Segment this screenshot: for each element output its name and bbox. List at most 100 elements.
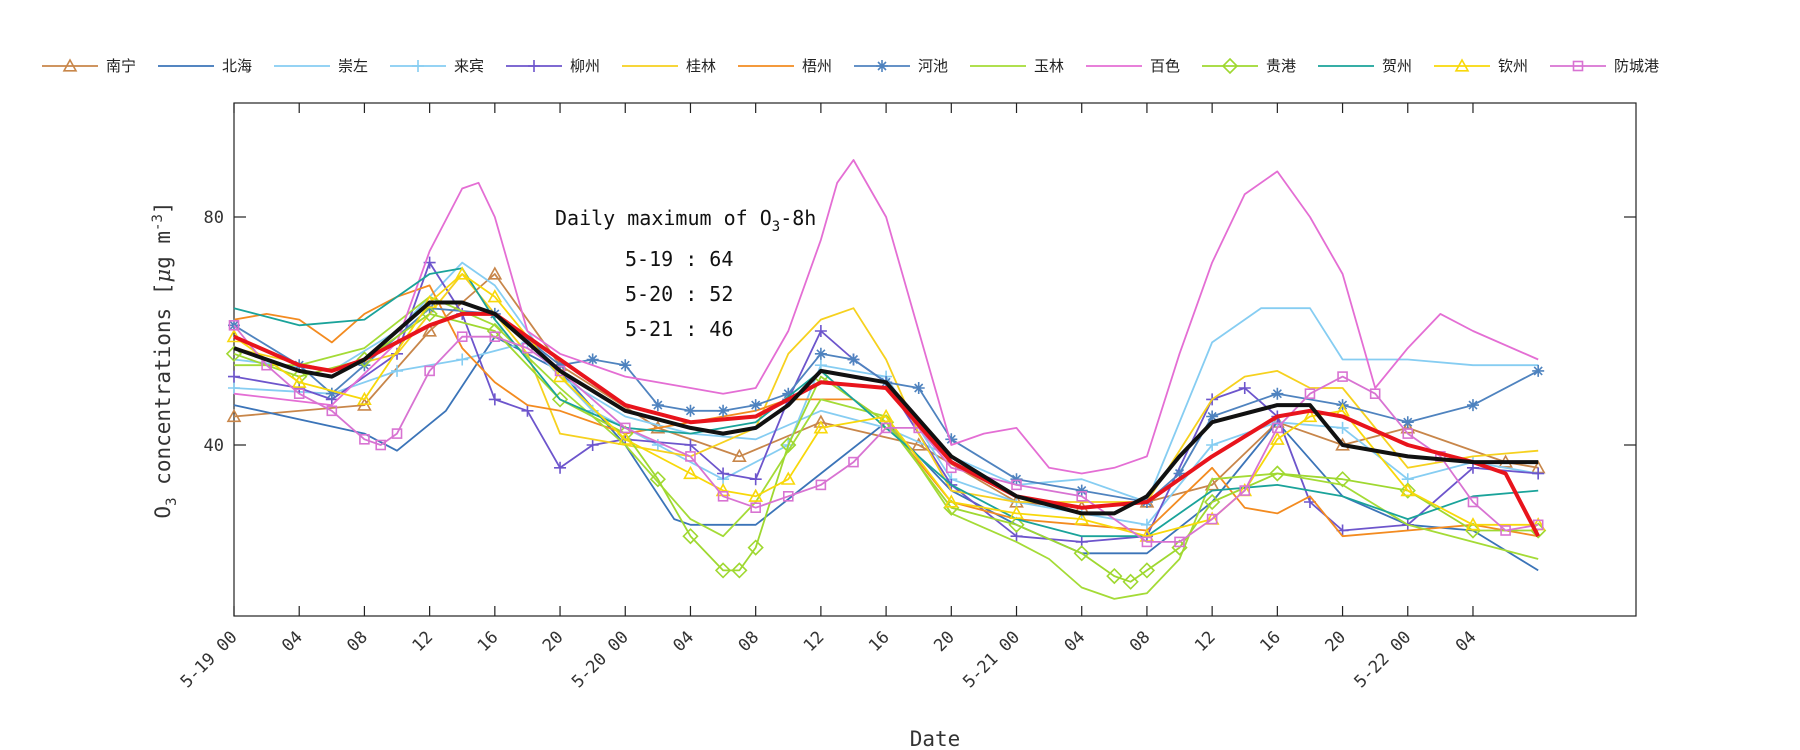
data-point — [1271, 387, 1284, 400]
data-point — [814, 347, 827, 360]
legend-marker — [1221, 57, 1239, 75]
legend-item: 北海 — [158, 57, 252, 75]
series-line — [234, 295, 1539, 600]
data-point — [651, 399, 664, 412]
legend-label: 梧州 — [802, 57, 832, 75]
data-point — [649, 471, 666, 488]
x-tick-label: 12 — [1191, 627, 1220, 656]
data-point — [943, 494, 959, 508]
data-point — [1173, 467, 1186, 480]
data-point — [489, 331, 501, 343]
data-point — [375, 439, 387, 451]
data-point — [750, 502, 761, 514]
legend-item: 梧州 — [738, 57, 832, 75]
series-line — [233, 267, 1539, 538]
data-point — [731, 562, 748, 579]
data-point — [326, 405, 338, 417]
legend-label: 防城港 — [1614, 57, 1659, 75]
data-point — [521, 404, 534, 417]
legend-marker — [62, 58, 78, 72]
data-point — [1075, 484, 1088, 497]
data-point — [717, 467, 730, 480]
daily-max-annotation: Daily maximum of O3-8h 5-19 : 64 5-20 : … — [555, 206, 816, 341]
series-8 — [234, 295, 1539, 600]
data-point — [1076, 490, 1088, 502]
data-point — [291, 374, 307, 388]
data-point — [454, 266, 470, 280]
data-point — [1465, 517, 1481, 531]
x-tick-label: 5-22 00 — [1350, 627, 1415, 692]
x-tick-label: 5-19 00 — [177, 627, 242, 692]
plot-area-frame — [233, 102, 1637, 617]
data-point — [619, 359, 632, 372]
axis-ticks: 5-19 00 04 08 12 16 20 5-20 00 04 08 12 16 20 5-21 0… — [177, 103, 1636, 692]
data-point — [717, 404, 730, 417]
legend-item: 防城港 — [1550, 57, 1659, 75]
legend-item: 河池 — [854, 57, 948, 75]
data-point — [1206, 410, 1219, 423]
data-point — [487, 289, 503, 303]
x-tick-label: 08 — [735, 627, 764, 656]
data-point — [1174, 536, 1185, 548]
data-point — [357, 391, 372, 405]
data-point — [1532, 364, 1545, 377]
data-point — [1500, 525, 1511, 536]
x-tick-label: 12 — [800, 627, 829, 656]
legend-item: 贺州 — [1318, 57, 1412, 75]
data-point — [423, 302, 436, 315]
data-point — [780, 471, 796, 485]
data-point — [717, 490, 729, 502]
series-11 — [233, 267, 1539, 538]
y-tick-label: 40 — [204, 436, 224, 456]
data-point — [880, 422, 892, 434]
data-point — [684, 439, 697, 451]
data-point — [1138, 562, 1156, 579]
x-tick-label: 04 — [1452, 627, 1481, 656]
series-14 — [233, 311, 1540, 538]
annotation-title: Daily maximum of O3-8h — [555, 206, 816, 235]
legend-item: 钦州 — [1434, 57, 1528, 75]
x-tick-label: 20 — [930, 627, 959, 656]
data-point — [228, 370, 240, 383]
data-point — [1334, 471, 1351, 488]
data-point — [749, 399, 762, 412]
data-point — [1238, 382, 1251, 394]
data-point — [685, 451, 696, 462]
data-point — [619, 422, 631, 434]
data-point — [1122, 573, 1139, 590]
annotation-line-5-20: 5-20 : 52 — [625, 282, 733, 306]
annotation-line-5-19: 5-19 : 64 — [625, 247, 733, 271]
legend-marker — [1454, 58, 1470, 72]
series-line — [233, 261, 1539, 543]
x-tick-label: 04 — [1061, 627, 1090, 656]
data-point — [554, 359, 567, 372]
data-point — [1401, 416, 1414, 429]
data-point — [1206, 513, 1218, 525]
legend-label: 百色 — [1150, 57, 1180, 75]
data-point — [456, 331, 468, 343]
series-line — [233, 311, 1540, 538]
data-point — [456, 353, 469, 366]
data-point — [1106, 567, 1123, 585]
series-13 — [228, 319, 1544, 548]
data-point — [359, 433, 370, 445]
legend-item: 玉林 — [970, 57, 1064, 75]
x-tick-label: 04 — [278, 627, 307, 656]
data-point — [782, 387, 795, 400]
data-point — [487, 266, 503, 280]
data-point — [813, 420, 829, 434]
data-point — [486, 322, 503, 340]
series-line — [233, 324, 1539, 543]
legend-label: 玉林 — [1034, 57, 1064, 75]
x-tick-label: 16 — [474, 627, 503, 656]
series-15 — [233, 300, 1539, 516]
legend-item: 崇左 — [274, 57, 368, 75]
data-point — [1369, 388, 1381, 400]
data-point — [421, 305, 438, 323]
legend-marker — [876, 60, 888, 72]
data-point — [848, 456, 859, 468]
data-point — [732, 448, 747, 462]
legend-item: 贵港 — [1202, 57, 1296, 75]
data-point — [1011, 479, 1022, 491]
